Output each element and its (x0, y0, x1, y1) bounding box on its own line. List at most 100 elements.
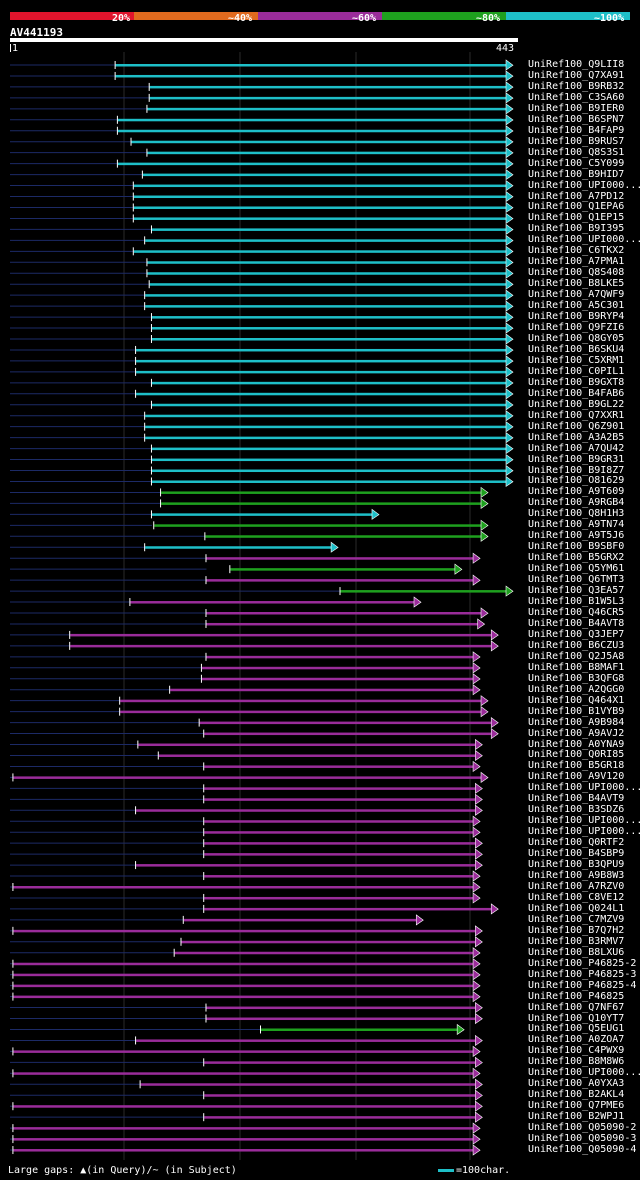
hit-label[interactable]: UniRef100_Q10YT7 (528, 1012, 625, 1024)
hit-label[interactable]: UniRef100_B3SDZ6 (528, 804, 625, 816)
alignment-bar[interactable] (183, 918, 419, 922)
alignment-row[interactable] (10, 662, 481, 674)
alignment-row[interactable] (10, 497, 489, 509)
alignment-bar[interactable] (151, 381, 508, 385)
alignment-row[interactable] (10, 201, 514, 214)
alignment-bar[interactable] (201, 677, 476, 681)
alignment-row[interactable] (10, 355, 514, 367)
alignment-bar[interactable] (145, 305, 508, 308)
alignment-bar[interactable] (206, 579, 476, 582)
alignment-bar[interactable] (151, 458, 508, 462)
alignment-row[interactable] (10, 1100, 483, 1112)
alignment-bar[interactable] (204, 787, 478, 790)
alignment-bar[interactable] (199, 721, 494, 725)
alignment-row[interactable] (10, 70, 514, 82)
alignment-bar[interactable] (136, 1039, 478, 1042)
hit-label[interactable]: UniRef100_Q0RTF2 (528, 837, 625, 849)
alignment-bar[interactable] (136, 348, 508, 352)
alignment-bar[interactable] (206, 1006, 478, 1010)
hit-label[interactable]: UniRef100_UPI000... (528, 815, 640, 827)
alignment-row[interactable] (10, 870, 481, 882)
alignment-bar[interactable] (151, 447, 508, 451)
alignment-row[interactable] (10, 727, 499, 740)
hit-label[interactable]: UniRef100_P46825-3 (528, 968, 637, 980)
hit-label[interactable]: UniRef100_B1W5L3 (528, 596, 625, 608)
hit-label[interactable]: UniRef100_UPI000... (528, 782, 640, 794)
hit-label[interactable]: UniRef100_Q7XXR1 (528, 409, 625, 421)
alignment-bar[interactable] (147, 151, 508, 155)
alignment-bar[interactable] (13, 1072, 476, 1075)
hit-label[interactable]: UniRef100_B6SPN7 (528, 113, 625, 125)
alignment-bar[interactable] (140, 1083, 478, 1086)
hit-label[interactable]: UniRef100_B3RMV7 (528, 935, 625, 947)
hit-label[interactable]: UniRef100_C5Y099 (528, 157, 625, 169)
alignment-row[interactable] (10, 190, 514, 203)
hit-label[interactable]: UniRef100_B8MAF1 (528, 661, 625, 673)
alignment-row[interactable] (10, 706, 489, 718)
alignment-row[interactable] (10, 695, 489, 707)
hit-label[interactable]: UniRef100_Q5EUG1 (528, 1023, 625, 1035)
alignment-row[interactable] (10, 311, 514, 323)
alignment-bar[interactable] (206, 622, 480, 626)
alignment-row[interactable] (10, 804, 483, 816)
hit-label[interactable]: UniRef100_B6CZU3 (528, 639, 625, 651)
alignment-bar[interactable] (147, 107, 508, 111)
hit-label[interactable]: UniRef100_Q1EP15 (528, 212, 625, 224)
alignment-row[interactable] (10, 1067, 481, 1079)
alignment-row[interactable] (10, 289, 514, 301)
hit-label[interactable]: UniRef100_Q7NF67 (528, 1001, 625, 1013)
hit-label[interactable]: UniRef100_C0PIL1 (528, 365, 625, 377)
hit-label[interactable]: UniRef100_A2QGG0 (528, 683, 625, 695)
hit-label[interactable]: UniRef100_B3QFG8 (528, 672, 625, 684)
alignment-bar[interactable] (117, 129, 508, 133)
alignment-bar[interactable] (117, 162, 508, 166)
alignment-bar[interactable] (147, 261, 508, 264)
alignment-bar[interactable] (133, 217, 508, 220)
alignment-bar[interactable] (204, 896, 476, 900)
alignment-bar[interactable] (130, 601, 417, 604)
alignment-bar[interactable] (13, 886, 476, 889)
alignment-bar[interactable] (13, 1105, 478, 1108)
alignment-row[interactable] (10, 914, 424, 926)
alignment-bar[interactable] (204, 853, 478, 856)
alignment-row[interactable] (10, 322, 514, 334)
hit-label[interactable]: UniRef100_B9GXT8 (528, 376, 625, 388)
alignment-row[interactable] (10, 59, 514, 71)
alignment-bar[interactable] (151, 513, 374, 516)
alignment-row[interactable] (10, 114, 514, 126)
alignment-bar[interactable] (204, 798, 478, 801)
alignment-row[interactable] (10, 1078, 483, 1090)
alignment-row[interactable] (10, 947, 481, 959)
alignment-bar[interactable] (161, 491, 484, 494)
hit-label[interactable]: UniRef100_A7PD12 (528, 190, 625, 202)
hit-label[interactable]: UniRef100_Q9FZI6 (528, 322, 625, 334)
hit-label[interactable]: UniRef100_B5GR18 (528, 760, 625, 772)
alignment-row[interactable] (10, 782, 483, 794)
alignment-row[interactable] (10, 256, 514, 268)
hit-label[interactable]: UniRef100_Q3JEP7 (528, 628, 625, 640)
hit-label[interactable]: UniRef100_B6SKU4 (528, 343, 625, 355)
hit-label[interactable]: UniRef100_B8LKE5 (528, 278, 625, 290)
hit-label[interactable]: UniRef100_A7PMA1 (528, 256, 625, 268)
alignment-bar[interactable] (138, 743, 478, 747)
alignment-row[interactable] (10, 925, 483, 937)
alignment-row[interactable] (10, 475, 514, 488)
alignment-bar[interactable] (204, 820, 476, 823)
hit-label[interactable]: UniRef100_B9RB32 (528, 80, 625, 92)
alignment-bar[interactable] (204, 831, 476, 834)
hit-label[interactable]: UniRef100_A0YXA3 (528, 1078, 625, 1090)
hit-label[interactable]: UniRef100_B9I395 (528, 223, 625, 235)
alignment-bar[interactable] (13, 1127, 476, 1130)
alignment-row[interactable] (10, 377, 514, 389)
hit-label[interactable]: UniRef100_B1VYB9 (528, 705, 625, 717)
hit-label[interactable]: UniRef100_C5XRM1 (528, 354, 625, 366)
hit-label[interactable]: UniRef100_B9I8Z7 (528, 464, 625, 476)
hit-label[interactable]: UniRef100_B9RUS7 (528, 135, 625, 147)
alignment-bar[interactable] (133, 250, 508, 253)
alignment-row[interactable] (10, 738, 483, 751)
hit-label[interactable]: UniRef100_Q05090-2 (528, 1122, 637, 1134)
alignment-row[interactable] (10, 563, 463, 575)
alignment-bar[interactable] (149, 96, 508, 100)
hit-label[interactable]: UniRef100_C3SA60 (528, 91, 625, 103)
alignment-row[interactable] (10, 344, 514, 356)
